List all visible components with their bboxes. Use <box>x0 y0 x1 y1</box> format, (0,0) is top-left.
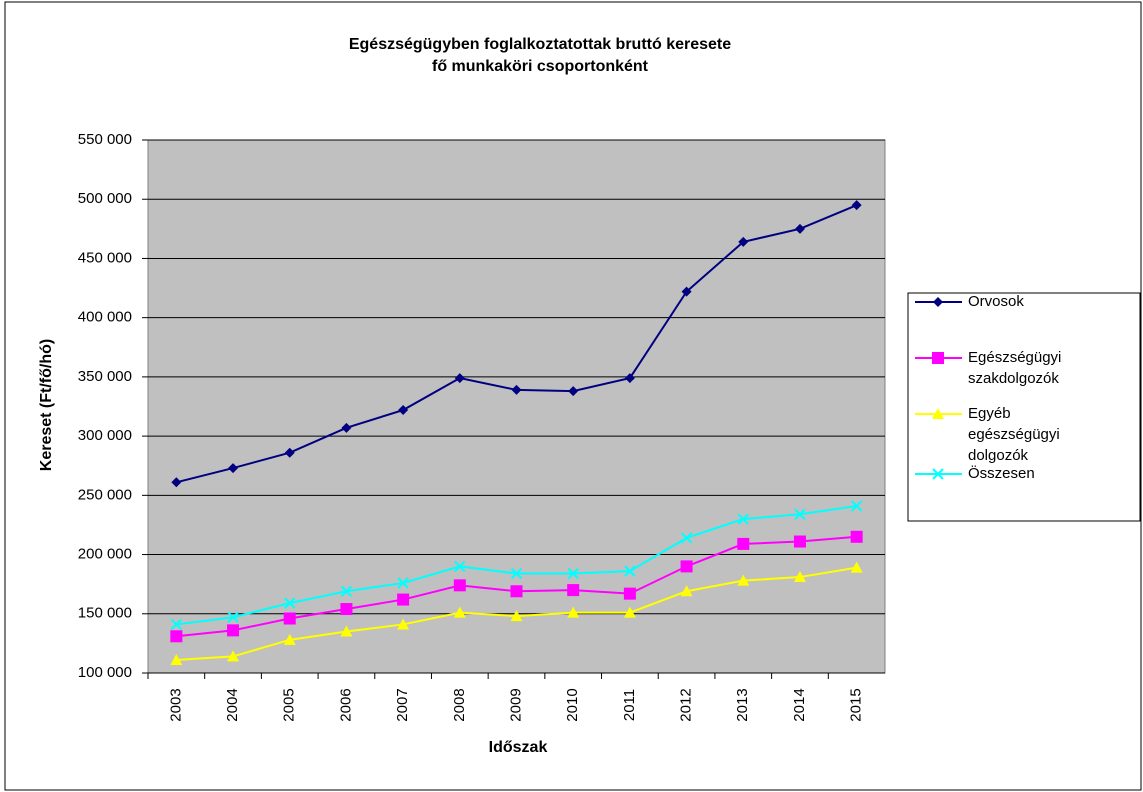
marker <box>227 650 240 662</box>
marker <box>624 565 636 577</box>
marker <box>284 597 296 609</box>
y-tick-label: 550 000 <box>78 131 132 148</box>
chart-title: Egészségügyben foglalkoztatottak bruttó … <box>349 36 731 53</box>
marker <box>793 535 806 548</box>
y-axis-label: Kereset (Ft/fő/hó) <box>38 339 55 471</box>
legend-label: Egyéb egészségügyi dolgozók <box>968 405 1060 464</box>
marker <box>793 571 806 583</box>
marker <box>794 508 806 520</box>
legend-label: Egészségügyi szakdolgozók <box>968 349 1062 387</box>
marker <box>340 585 353 597</box>
x-tick-label: 2008 <box>451 688 468 721</box>
plot-area <box>147 139 886 674</box>
marker <box>850 530 863 543</box>
marker <box>170 630 183 643</box>
y-tick-label: 200 000 <box>78 546 132 563</box>
marker <box>511 384 522 395</box>
marker <box>794 223 805 234</box>
y-tick-label: 100 000 <box>78 664 132 681</box>
marker <box>284 447 295 458</box>
marker <box>227 611 239 624</box>
x-tick-label: 2007 <box>394 688 411 721</box>
marker <box>398 405 409 416</box>
marker <box>283 633 296 645</box>
marker <box>680 532 693 544</box>
marker <box>738 236 749 247</box>
y-tick-label: 400 000 <box>78 309 132 326</box>
marker <box>623 587 636 600</box>
x-tick-label: 2011 <box>621 689 638 721</box>
y-tick-label: 250 000 <box>78 486 132 503</box>
marker <box>453 606 466 618</box>
legend-box <box>907 292 1141 522</box>
marker <box>454 373 465 384</box>
marker <box>227 624 240 637</box>
marker <box>454 560 466 573</box>
marker <box>171 477 182 488</box>
marker <box>567 584 580 597</box>
x-tick-label: 2009 <box>507 688 524 721</box>
y-tick-label: 350 000 <box>78 368 132 385</box>
y-tick-label: 500 000 <box>78 190 132 207</box>
marker <box>851 200 862 211</box>
marker <box>453 579 466 592</box>
marker <box>340 603 353 616</box>
x-tick-label: 2013 <box>734 688 751 721</box>
marker <box>737 513 749 525</box>
marker <box>510 585 523 598</box>
marker <box>397 618 410 630</box>
marker <box>680 585 693 597</box>
x-tick-label: 2003 <box>167 688 184 721</box>
marker <box>567 567 579 580</box>
marker <box>340 625 353 637</box>
marker <box>170 653 183 665</box>
legend-label: Összesen <box>968 465 1035 482</box>
marker <box>567 606 580 618</box>
x-tick-label: 2015 <box>848 688 865 721</box>
x-tick-label: 2010 <box>564 688 581 721</box>
marker <box>681 286 692 297</box>
marker <box>341 422 352 433</box>
marker <box>737 537 750 550</box>
marker <box>283 612 296 625</box>
marker <box>568 386 579 397</box>
marker <box>228 463 239 474</box>
y-tick-label: 300 000 <box>78 427 132 444</box>
marker <box>850 500 863 512</box>
marker <box>850 561 863 573</box>
marker <box>933 297 943 307</box>
x-axis-label: Időszak <box>489 739 548 756</box>
marker <box>510 610 523 622</box>
marker <box>737 574 750 586</box>
marker <box>680 560 693 573</box>
marker <box>170 618 183 631</box>
marker <box>932 408 944 419</box>
marker <box>932 468 944 480</box>
x-tick-label: 2004 <box>224 688 241 721</box>
marker <box>397 593 410 606</box>
x-tick-label: 2006 <box>337 688 354 721</box>
x-tick-label: 2014 <box>791 688 808 721</box>
legend-label: Orvosok <box>968 293 1024 310</box>
y-tick-label: 450 000 <box>78 249 132 266</box>
chart-title: fő munkaköri csoportonként <box>432 58 649 75</box>
x-tick-label: 2012 <box>678 688 695 721</box>
marker <box>510 567 523 580</box>
x-tick-label: 2005 <box>281 688 298 721</box>
y-tick-label: 150 000 <box>78 605 132 622</box>
marker <box>624 373 635 384</box>
marker <box>397 577 409 589</box>
marker <box>932 352 944 364</box>
marker <box>623 606 636 618</box>
